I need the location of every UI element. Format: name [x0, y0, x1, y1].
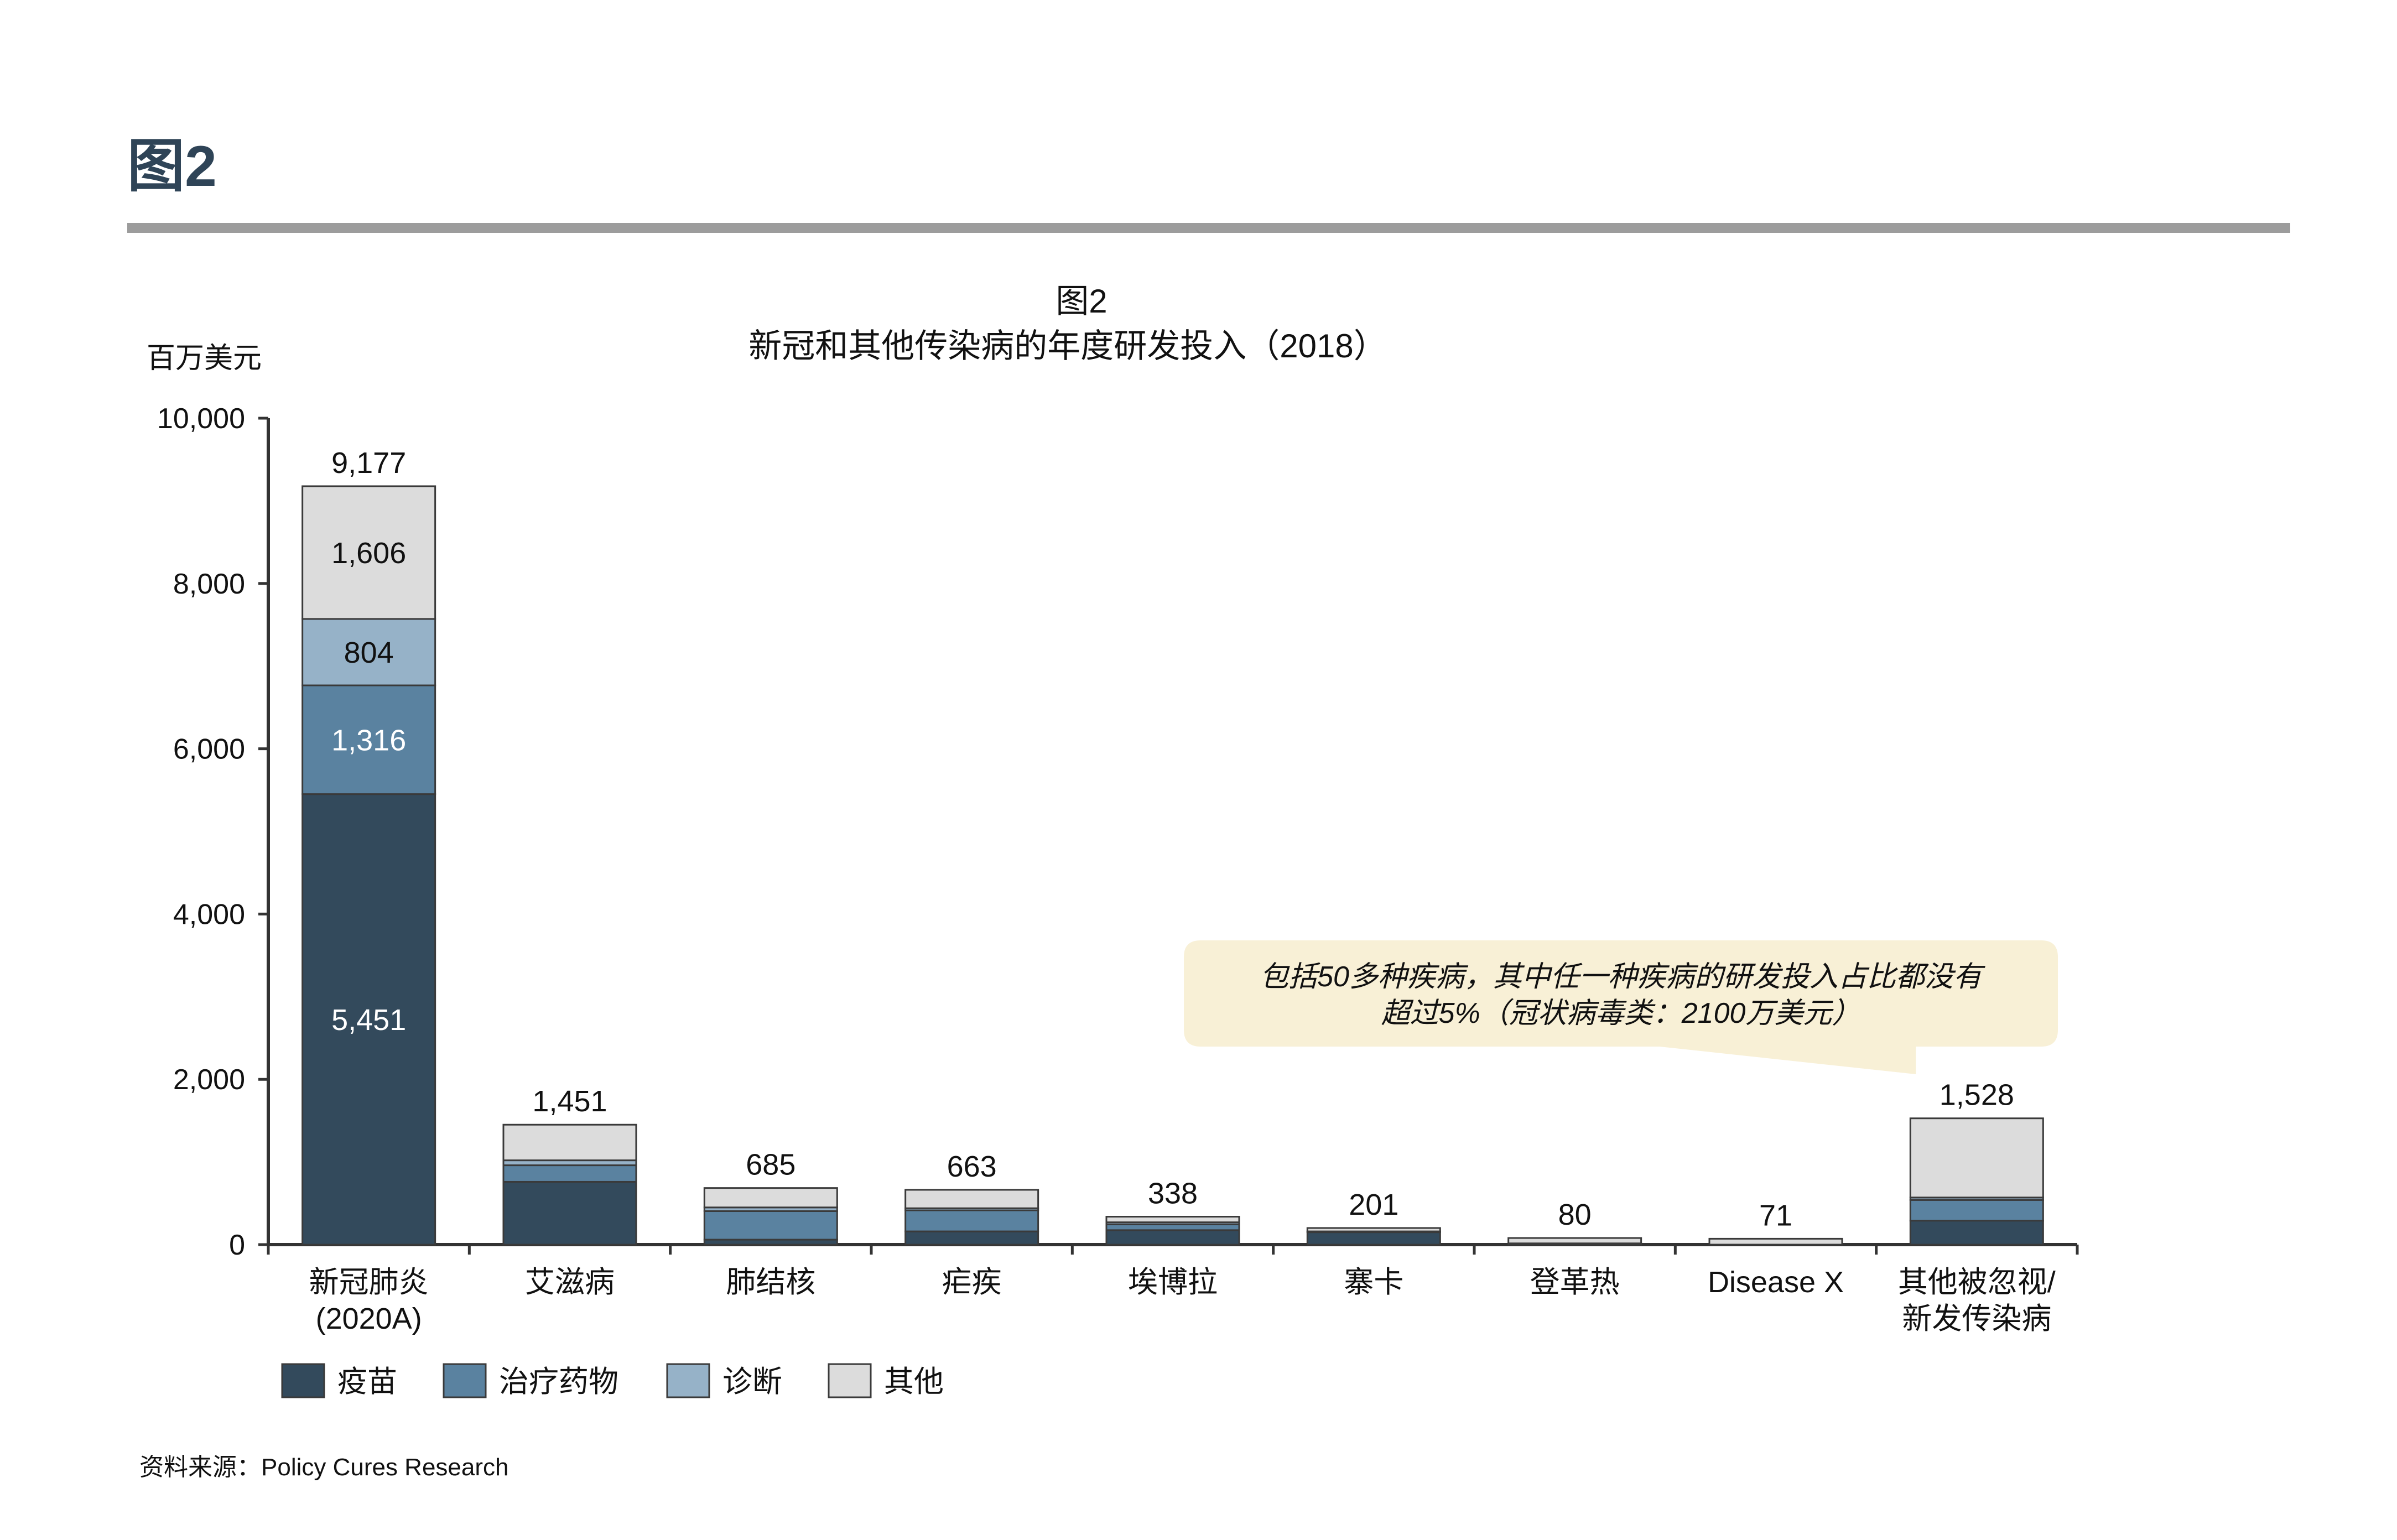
bar-segment-other — [1909, 1117, 2044, 1199]
bar-segment-label: 1,316 — [331, 724, 406, 757]
x-category-label: 其他被忽视/ — [1898, 1266, 2056, 1299]
page-title: 图2 — [127, 134, 217, 199]
x-category-label: 肺结核 — [726, 1266, 815, 1299]
title-divider — [127, 223, 2290, 233]
bar-segment-other — [1708, 1237, 1843, 1246]
y-tick-label: 2,000 — [173, 1064, 245, 1096]
x-category-label: (2020A) — [316, 1302, 422, 1335]
x-category-label: 新发传染病 — [1902, 1302, 2051, 1335]
legend-label: 其他 — [884, 1365, 944, 1398]
source-note: 资料来源：Policy Cures Research — [139, 1454, 509, 1481]
bar-segment-label: 804 — [344, 636, 394, 669]
legend-label: 治疗药物 — [499, 1365, 618, 1398]
annotation-text: 超过5%（冠状病毒类：2100万美元） — [1381, 997, 1861, 1029]
annotation-callout: 包括50多种疾病，其中任一种疾病的研发投入占比都没有超过5%（冠状病毒类：210… — [1184, 940, 2058, 1074]
legend: 疫苗 治疗药物 诊断 其他 — [281, 1363, 944, 1398]
bar-segment-label: 1,606 — [331, 537, 406, 570]
y-tick-label: 6,000 — [173, 733, 245, 766]
bar-total-label: 71 — [1759, 1199, 1792, 1232]
bar-total-label: 685 — [746, 1148, 795, 1182]
bar-segment-vaccine — [502, 1180, 637, 1246]
bar-total-label: 338 — [1148, 1177, 1198, 1210]
bar-segment-vaccine — [904, 1230, 1039, 1246]
bar-segment-vaccine — [1909, 1220, 2044, 1246]
bar-segment-vaccine — [301, 793, 436, 1246]
annotation-bubble — [1184, 940, 2058, 1074]
bar-segment-other — [904, 1189, 1039, 1209]
x-category-label: Disease X — [1708, 1266, 1844, 1299]
bar-segment-other — [1507, 1237, 1642, 1245]
bar-segment-diagnostics — [301, 618, 436, 686]
bar-total-label: 80 — [1558, 1198, 1592, 1231]
bar-segment-therapeutics — [1909, 1199, 2044, 1222]
legend-swatch-vaccine — [281, 1363, 325, 1398]
y-tick-label: 8,000 — [173, 568, 245, 600]
legend-swatch-other — [828, 1363, 872, 1398]
x-category-label: 登革热 — [1530, 1266, 1620, 1299]
bar-total-label: 9,177 — [331, 446, 406, 480]
legend-swatch-therapeutics — [443, 1363, 487, 1398]
x-category-label: 埃博拉 — [1128, 1266, 1218, 1299]
bar-segment-other — [1105, 1216, 1240, 1224]
x-category-label: 疟疾 — [942, 1266, 1002, 1299]
bar-total-label: 1,528 — [1940, 1079, 2014, 1112]
bar-segment-other — [1306, 1227, 1441, 1232]
y-axis-label: 百万美元 — [147, 342, 262, 374]
bar-segment-therapeutics — [1105, 1223, 1240, 1231]
legend-label: 诊断 — [722, 1365, 782, 1398]
bar-segment-other — [703, 1187, 838, 1209]
y-tick-label: 10,000 — [157, 403, 245, 435]
y-tick-label: 4,000 — [173, 898, 245, 930]
bar-segment-therapeutics — [502, 1164, 637, 1183]
legend-swatch-diagnostics — [666, 1363, 710, 1398]
bar-total-label: 1,451 — [532, 1085, 607, 1118]
bar-segment-label: 5,451 — [331, 1003, 406, 1037]
bar-segment-other — [301, 485, 436, 620]
bar-segment-vaccine — [1105, 1229, 1240, 1246]
bar-total-label: 663 — [947, 1150, 997, 1183]
bar-segment-therapeutics — [904, 1209, 1039, 1232]
bar-total-label: 201 — [1349, 1188, 1398, 1221]
annotation-text: 包括50多种疾病，其中任一种疾病的研发投入占比都没有 — [1260, 961, 1986, 993]
plot-area: 0 2,000 4,000 6,000 8,000 10,000 9,177 新冠肺炎(202… — [157, 403, 2079, 1335]
chart-subtitle: 新冠和其他传染病的年度研发投入（2018） — [748, 327, 1386, 365]
y-tick-label: 0 — [229, 1229, 245, 1261]
legend-label: 疫苗 — [337, 1365, 397, 1398]
bar-segment-therapeutics — [301, 684, 436, 795]
x-category-label: 寨卡 — [1344, 1266, 1403, 1299]
x-category-label: 新冠肺炎 — [309, 1266, 429, 1299]
x-category-label: 艾滋病 — [525, 1266, 615, 1299]
bar-segment-therapeutics — [703, 1210, 838, 1241]
bar-segment-vaccine — [1306, 1231, 1441, 1246]
bar-segment-other — [502, 1123, 637, 1162]
chart-title: 图2 — [1055, 283, 1107, 320]
